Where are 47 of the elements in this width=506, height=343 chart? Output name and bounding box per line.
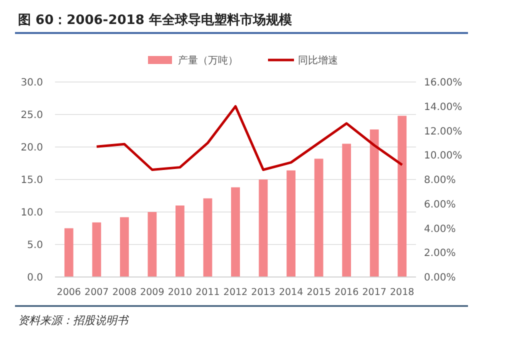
y2-tick-label: 2.00%: [424, 248, 456, 260]
y2-tick-label: 14.00%: [424, 102, 462, 113]
bar: [148, 212, 157, 277]
bar: [370, 129, 379, 277]
bar: [120, 217, 129, 277]
bar: [342, 144, 352, 277]
legend-label: 同比增速: [298, 54, 338, 66]
chart-title: 图 60：2006-2018 年全球导电塑料市场规模: [18, 12, 292, 28]
bar: [231, 187, 240, 277]
x-tick-label: 2006: [56, 287, 81, 298]
bar: [64, 228, 74, 277]
y-tick-label: 5.0: [27, 240, 43, 251]
x-tick-label: 2008: [112, 287, 137, 298]
x-tick-label: 2011: [196, 287, 220, 298]
y2-tick-label: 8.00%: [424, 175, 456, 186]
bar: [203, 198, 212, 277]
y-tick-label: 30.0: [20, 78, 43, 88]
y2-tick-label: 0.00%: [424, 272, 456, 284]
x-tick-label: 2017: [362, 287, 386, 298]
x-tick-label: 2009: [140, 287, 164, 298]
bar: [258, 180, 268, 277]
y2-tick-label: 10.00%: [424, 150, 462, 162]
y2-tick-label: 4.00%: [424, 224, 456, 235]
text: 资料来源：招股说明书: [18, 314, 130, 327]
y-tick-label: 10.0: [20, 208, 43, 218]
x-tick-label: 2012: [223, 287, 248, 298]
x-tick-label: 2016: [334, 287, 359, 298]
y2-tick-label: 12.00%: [424, 126, 462, 138]
bar: [176, 206, 184, 277]
y-tick-label: 25.0: [20, 110, 43, 121]
bar: [398, 116, 407, 277]
y-tick-label: 20.0: [20, 142, 43, 154]
y2-tick-label: 6.00%: [424, 199, 456, 210]
x-tick-label: 2018: [390, 287, 414, 298]
line-series: [95, 105, 404, 171]
x-tick-label: 2014: [278, 287, 304, 298]
y-tick-label: 0.0: [27, 272, 43, 284]
bar: [314, 158, 324, 277]
y2-tick-label: 16.00%: [424, 78, 462, 88]
bar: [92, 222, 102, 277]
x-tick-label: 2007: [84, 287, 109, 298]
y-tick-label: 15.0: [20, 175, 43, 186]
legend-label: 产量（万吨）: [178, 54, 238, 66]
x-tick-label: 2010: [168, 287, 192, 298]
bar: [286, 170, 296, 277]
x-tick-label: 2015: [306, 287, 331, 298]
x-tick-label: 2013: [251, 287, 276, 298]
